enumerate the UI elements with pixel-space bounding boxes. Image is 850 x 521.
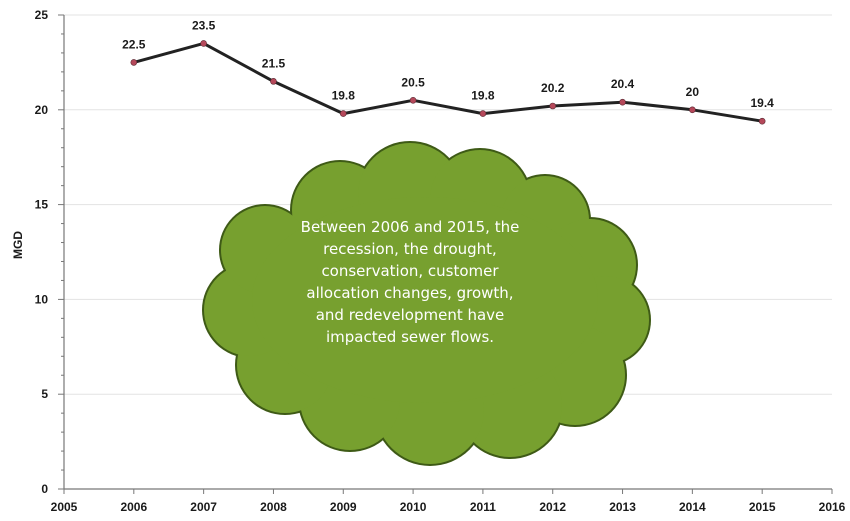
data-point — [409, 97, 417, 104]
x-tick-label: 2012 — [539, 500, 566, 514]
y-axis-title: MGD — [11, 231, 25, 259]
data-point — [200, 40, 207, 47]
data-point — [758, 117, 766, 125]
data-label: 19.4 — [751, 96, 775, 110]
data-point — [479, 110, 487, 117]
y-tick-label: 10 — [35, 292, 49, 306]
data-point — [130, 59, 138, 66]
axes: 0 5 10 15 20 25 2005 2006 2007 2008 2009 2010 2011 20… — [35, 8, 846, 514]
y-tick-label: 5 — [41, 387, 48, 401]
series-line — [133, 41, 763, 123]
x-tick-label: 2011 — [470, 500, 496, 514]
data-label: 20.4 — [611, 77, 635, 91]
x-tick-label: 2010 — [400, 500, 427, 514]
callout-text-line: recession, the drought, — [323, 240, 497, 258]
data-label: 19.8 — [332, 89, 356, 103]
data-label: 23.5 — [192, 18, 216, 32]
y-tick-label: 0 — [41, 482, 48, 496]
data-point — [619, 98, 626, 106]
callout-text-line: allocation changes, growth, — [306, 284, 513, 302]
callout-text-line: impacted sewer flows. — [326, 328, 494, 346]
y-tick-label: 15 — [35, 198, 49, 212]
data-label: 22.5 — [122, 37, 146, 51]
data-label: 19.8 — [471, 89, 495, 103]
y-tick-label: 25 — [35, 8, 49, 22]
annotation-cloud: Between 2006 and 2015, the recession, the… — [202, 141, 651, 466]
x-tick-label: 2013 — [609, 500, 636, 514]
callout-text-line: Between 2006 and 2015, the — [301, 218, 520, 236]
x-tick-label: 2015 — [749, 500, 776, 514]
x-tick-label: 2009 — [330, 500, 357, 514]
x-tick-label: 2016 — [819, 500, 846, 514]
x-tick-label: 2007 — [190, 500, 217, 514]
series: 22.5 23.5 21.5 19.8 20.5 19.8 20.2 20.4 20 19.4 — [122, 18, 775, 125]
data-label: 20.2 — [541, 81, 565, 95]
x-tick-label: 2008 — [260, 500, 287, 514]
data-point — [689, 106, 696, 114]
x-tick-label: 2014 — [679, 500, 706, 514]
data-label: 20 — [686, 85, 700, 99]
x-tick-label: 2006 — [120, 500, 147, 514]
data-point — [339, 110, 347, 117]
data-point — [549, 102, 557, 110]
data-point — [270, 78, 277, 85]
x-tick-label: 2005 — [51, 500, 78, 514]
callout-text-line: and redevelopment have — [316, 306, 505, 324]
y-tick-label: 20 — [35, 103, 49, 117]
callout-text-line: conservation, customer — [321, 262, 499, 280]
data-label: 21.5 — [262, 56, 286, 70]
data-label: 20.5 — [401, 75, 425, 89]
cloud-body — [252, 197, 598, 403]
cloud-shape — [202, 141, 651, 466]
